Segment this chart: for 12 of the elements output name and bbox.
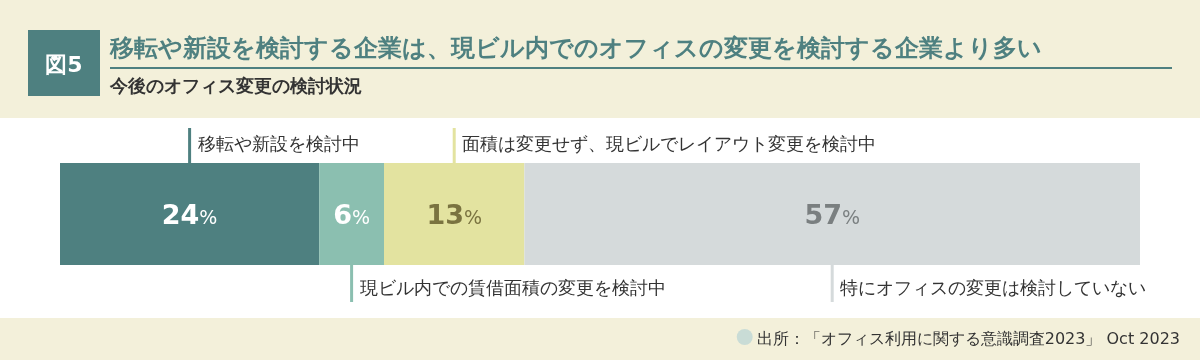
data-label: 57% [804, 199, 861, 230]
data-label: 6% [333, 199, 371, 230]
chart-title: 移転や新設を検討する企業は、現ビル内でのオフィスの変更を検討する企業より多い [109, 34, 1042, 62]
legend-label: 移転や新設を検討中 [197, 133, 360, 154]
text: 出所：「オフィス利用に関する意識調査2023」 Oct 2023 [756, 329, 1180, 348]
chart-subtitle: 今後のオフィス変更の検討状況 [109, 75, 362, 96]
caption: 図5 [45, 52, 83, 77]
data-label: 13% [426, 199, 483, 230]
data-label: 24% [161, 199, 218, 230]
legend-label: 現ビル内での賃借面積の変更を検討中 [359, 277, 666, 298]
legend-label: 面積は変更せず、現ビルでレイアウト変更を検討中 [462, 133, 877, 154]
legend-label: 特にオフィスの変更は検討していない [840, 277, 1147, 298]
